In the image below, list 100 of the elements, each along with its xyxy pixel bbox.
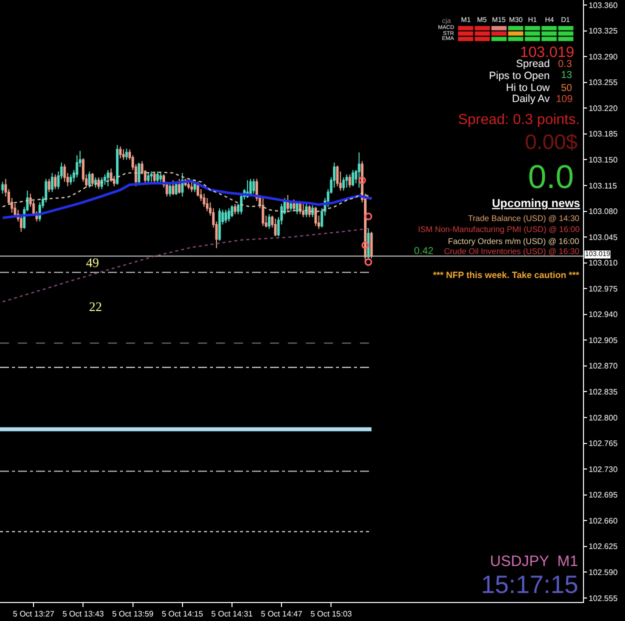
annotation: 109 [556,94,574,105]
candlestick [104,174,106,186]
candlestick [168,182,172,198]
annotation: 22 [89,299,102,314]
y-tick-label: 102.835 [588,388,618,397]
point [364,258,372,266]
y-tick-label: 102.660 [588,516,618,526]
candlestick [159,172,162,182]
candlestick [336,165,339,187]
candlestick [63,164,66,182]
candlestick [1,181,4,194]
candlestick [48,178,50,193]
candlestick [125,148,128,160]
candlestick [370,231,373,259]
candlestick [97,176,100,190]
candlestick [202,193,206,208]
y-tick-label: 103.255 [588,78,618,88]
candlestick [240,193,243,215]
annotation: Spread [516,58,550,70]
candlestick [345,174,348,188]
candlestick [156,170,159,184]
annotation: Daily Av [512,93,550,105]
y-tick-label: 102.555 [588,594,618,603]
candlestick [122,148,125,160]
x-tick-label: 5 Oct 13:59 [112,610,154,619]
candlestick [274,218,277,237]
candlestick [342,176,345,192]
candlestick [218,208,221,242]
candlestick [20,214,22,232]
annotation: Upcoming news [492,198,580,210]
annotation: *** NFP this week. Take caution *** [433,270,580,280]
y-tick-label: 102.730 [588,464,618,474]
candlestick [172,180,174,196]
y-tick-label: 103.150 [588,155,618,164]
candlestick [268,214,270,230]
x-tick-label: 5 Oct 13:43 [62,610,104,619]
annotation: ISM Non-Manufacturing PMI (USD) @ 16:00 [418,225,580,234]
y-tick-label: 102.625 [588,542,618,552]
x-tick-label: 5 Oct 13:27 [12,610,55,619]
y-tick-label: 103.010 [588,258,618,268]
candlestick [50,172,54,193]
candlestick [224,209,228,224]
candlestick [234,203,236,215]
point [361,241,370,249]
y-tick-label: 103.115 [588,181,618,190]
candlestick [252,178,255,194]
candlestick [70,174,72,186]
annotation: USDJPY M1 [490,553,578,570]
annotation: Trade Balance (USD) @ 14:30 [468,214,580,223]
annotation: Spread: 0.3 points. [458,112,580,128]
candlestick [314,206,317,226]
candlestick [206,197,208,212]
candlestick [119,146,122,159]
y-tick-label: 103.290 [588,52,618,62]
annotation: 0.42 [414,246,434,257]
y-tick-label: 103.360 [588,0,618,10]
candlestick [150,170,153,182]
candlestick [88,170,91,188]
candlestick [91,172,94,187]
y-tick-label: 103.080 [588,207,618,216]
annotation: 13 [561,70,573,81]
y-tick-label: 102.765 [588,439,618,448]
y-tick-label: 102.590 [588,568,618,577]
y-tick-label: 103.045 [588,232,618,242]
candlestick [352,170,354,187]
candlestick [174,181,178,196]
x-tick-label: 5 Oct 14:31 [211,610,254,619]
annotation: 50 [561,83,573,94]
candlestick [116,144,119,186]
y-tick-label: 103.325 [588,26,618,36]
y-tick-label: 103.185 [588,130,618,139]
candlestick [290,200,292,212]
candlestick [230,204,234,218]
candlestick [302,203,305,218]
y-tick-label: 103.220 [588,104,618,113]
annotation: 15:17:15 [481,571,578,599]
candlestick [76,154,78,178]
candlestick [187,180,190,190]
annotation: Crude Oil Inventories (USD) @ 16:30 [444,247,580,256]
candlestick [94,176,97,188]
x-tick-label: 5 Oct 14:15 [162,610,204,619]
annotation: 0.0 [528,158,574,195]
candlestick [153,172,156,184]
candlestick [54,174,57,190]
annotation: 0.3 [558,59,572,70]
annotation: Hi to Low [506,82,550,94]
y-tick-label: 102.695 [588,490,618,500]
x-tick-label: 5 Oct 15:03 [310,610,352,619]
x-tick-label: 5 Oct 14:47 [260,610,303,619]
annotation: 0.00$ [525,131,578,154]
candlestick [110,168,112,182]
candlestick [228,208,230,222]
candlestick [190,181,193,193]
candlestick [138,162,140,184]
candlestick [308,204,311,218]
y-tick-label: 102.800 [588,413,618,422]
annotation: Factory Orders m/m (USD) @ 16:00 [448,237,580,246]
candlestick [178,178,181,194]
candlestick [106,170,110,187]
candlestick [358,152,360,188]
